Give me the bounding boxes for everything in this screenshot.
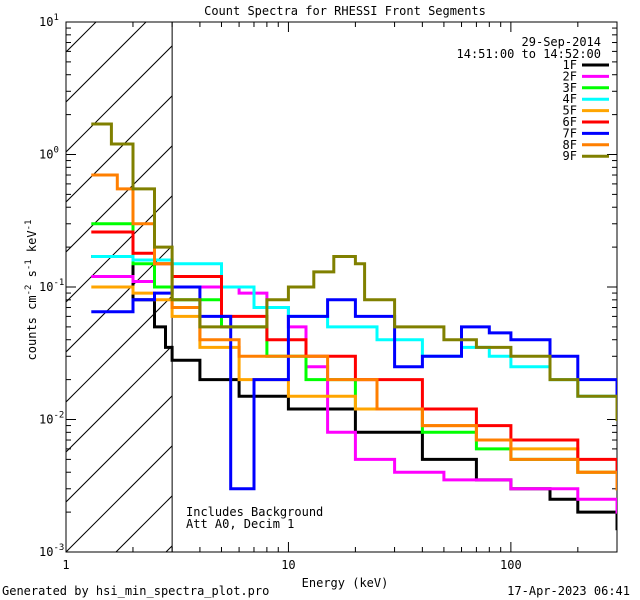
hatch-line — [66, 395, 173, 503]
legend-label-6f: 6F — [563, 115, 577, 129]
legend-label-1f: 1F — [563, 58, 577, 72]
series-layer — [91, 122, 617, 531]
legend-label-9f: 9F — [563, 149, 577, 163]
series-8f — [91, 173, 617, 491]
y-tick-label: 10-3 — [39, 543, 64, 559]
date-label: 29-Sep-2014 — [522, 35, 601, 49]
legend-label-2f: 2F — [563, 69, 577, 83]
hatch-line — [66, 95, 173, 203]
footer-generator: Generated by hsi_min_spectra_plot.pro — [2, 584, 269, 598]
chart-title: Count Spectra for RHESSI Front Segments — [204, 4, 486, 18]
plot-frame — [65, 21, 618, 553]
y-tick-label: 101 — [39, 13, 59, 29]
x-tick-label: 1 — [62, 558, 69, 572]
x-tick-label: 100 — [500, 558, 522, 572]
series-5f — [91, 285, 617, 491]
x-tick-label: 10 — [281, 558, 295, 572]
legend-label-4f: 4F — [563, 92, 577, 106]
y-tick-label: 10-1 — [39, 278, 64, 294]
legend-label-8f: 8F — [563, 138, 577, 152]
legend-label-3f: 3F — [563, 81, 577, 95]
hatch-line — [616, 22, 640, 552]
annotation-attenuator: Att A0, Decim 1 — [186, 517, 294, 531]
hatch-line — [66, 45, 173, 153]
legend-label-5f: 5F — [563, 104, 577, 118]
footer-timestamp: 17-Apr-2023 06:41 — [507, 584, 630, 598]
x-axis-label: Energy (keV) — [302, 576, 389, 590]
hatch-line — [66, 195, 173, 303]
y-tick-label: 100 — [39, 146, 59, 162]
hatch-line — [66, 445, 173, 552]
series-9f — [91, 122, 617, 421]
annotation-background: Includes Background — [186, 505, 323, 519]
legend-label-7f: 7F — [563, 126, 577, 140]
y-axis-label: counts cm-2 s-1 keV-1 — [24, 220, 39, 361]
x-axis: 1 10 100 — [62, 22, 618, 572]
y-tick-label: 10-2 — [39, 411, 64, 427]
series-1f — [91, 255, 617, 531]
time-range-label: 14:51:00 to 14:52:00 — [457, 47, 602, 61]
